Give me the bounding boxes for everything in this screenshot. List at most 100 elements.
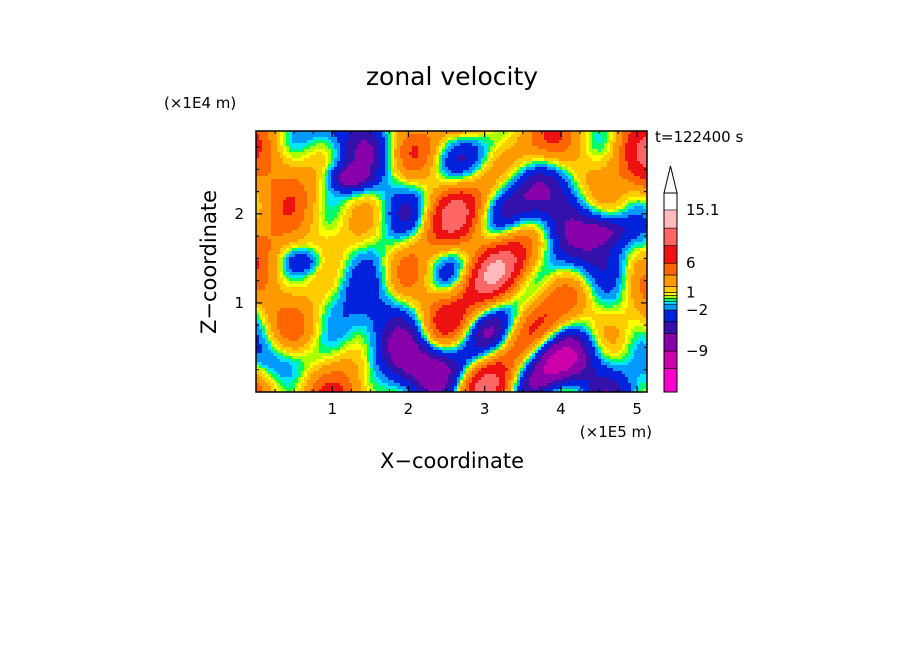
field-cell (493, 221, 497, 225)
field-cell (481, 176, 485, 180)
field-cell (514, 173, 518, 177)
field-cell (511, 221, 515, 225)
field-cell (643, 146, 647, 150)
field-cell (289, 206, 293, 210)
field-cell (358, 221, 362, 225)
field-cell (535, 236, 539, 240)
field-cell (514, 167, 518, 171)
field-cell (319, 236, 323, 240)
field-cell (406, 137, 410, 141)
field-cell (334, 134, 338, 138)
field-cell (538, 134, 542, 138)
field-cell (457, 230, 461, 234)
field-cell (592, 194, 596, 198)
field-cell (445, 173, 449, 177)
field-cell (283, 158, 287, 162)
field-cell (541, 143, 545, 147)
field-cell (475, 146, 479, 150)
field-cell (439, 212, 443, 216)
field-cell (367, 149, 371, 153)
field-cell (517, 146, 521, 150)
field-cell (349, 134, 353, 138)
field-cell (508, 170, 512, 174)
field-cell (400, 167, 404, 171)
field-cell (259, 242, 263, 246)
field-cell (304, 200, 308, 204)
field-cell (460, 146, 464, 150)
field-cell (307, 173, 311, 177)
field-cell (622, 140, 626, 144)
field-cell (568, 206, 572, 210)
field-cell (292, 167, 296, 171)
field-cell (574, 239, 578, 243)
field-cell (559, 227, 563, 231)
field-cell (541, 209, 545, 213)
field-cell (400, 158, 404, 162)
field-cell (379, 134, 383, 138)
field-cell (265, 155, 269, 159)
field-cell (382, 140, 386, 144)
field-cell (550, 224, 554, 228)
field-cell (631, 200, 635, 204)
field-cell (460, 209, 464, 213)
field-cell (529, 167, 533, 171)
field-cell (526, 173, 530, 177)
field-cell (307, 146, 311, 150)
field-cell (301, 146, 305, 150)
field-cell (463, 170, 467, 174)
field-cell (430, 221, 434, 225)
field-cell (316, 239, 320, 243)
field-cell (637, 191, 641, 195)
field-cell (436, 239, 440, 243)
field-cell (514, 194, 518, 198)
field-cell (583, 149, 587, 153)
field-cell (478, 194, 482, 198)
field-cell (388, 230, 392, 234)
field-cell (358, 164, 362, 168)
field-cell (526, 146, 530, 150)
field-cell (496, 134, 500, 138)
field-cell (346, 143, 350, 147)
field-cell (457, 233, 461, 237)
field-cell (628, 161, 632, 165)
field-cell (295, 185, 299, 189)
field-cell (595, 185, 599, 189)
field-cell (367, 179, 371, 183)
field-cell (292, 158, 296, 162)
field-cell (265, 173, 269, 177)
field-cell (406, 143, 410, 147)
field-cell (577, 215, 581, 219)
field-cell (433, 209, 437, 213)
field-cell (259, 224, 263, 228)
field-cell (601, 200, 605, 204)
field-cell (457, 242, 461, 246)
field-cell (634, 185, 638, 189)
field-cell (286, 182, 290, 186)
field-cell (406, 215, 410, 219)
field-cell (463, 191, 467, 195)
field-cell (616, 191, 620, 195)
field-cell (628, 164, 632, 168)
field-cell (262, 182, 266, 186)
field-cell (397, 239, 401, 243)
field-cell (592, 158, 596, 162)
field-cell (586, 209, 590, 213)
field-cell (586, 158, 590, 162)
field-cell (436, 233, 440, 237)
field-cell (289, 143, 293, 147)
field-cell (451, 158, 455, 162)
field-cell (622, 221, 626, 225)
field-cell (469, 233, 473, 237)
field-cell (268, 134, 272, 138)
field-cell (382, 227, 386, 231)
field-cell (553, 167, 557, 171)
field-cell (571, 152, 575, 156)
field-cell (313, 227, 317, 231)
field-cell (565, 230, 569, 234)
field-cell (574, 236, 578, 240)
field-cell (328, 191, 332, 195)
field-cell (358, 143, 362, 147)
field-cell (586, 221, 590, 225)
field-cell (433, 191, 437, 195)
